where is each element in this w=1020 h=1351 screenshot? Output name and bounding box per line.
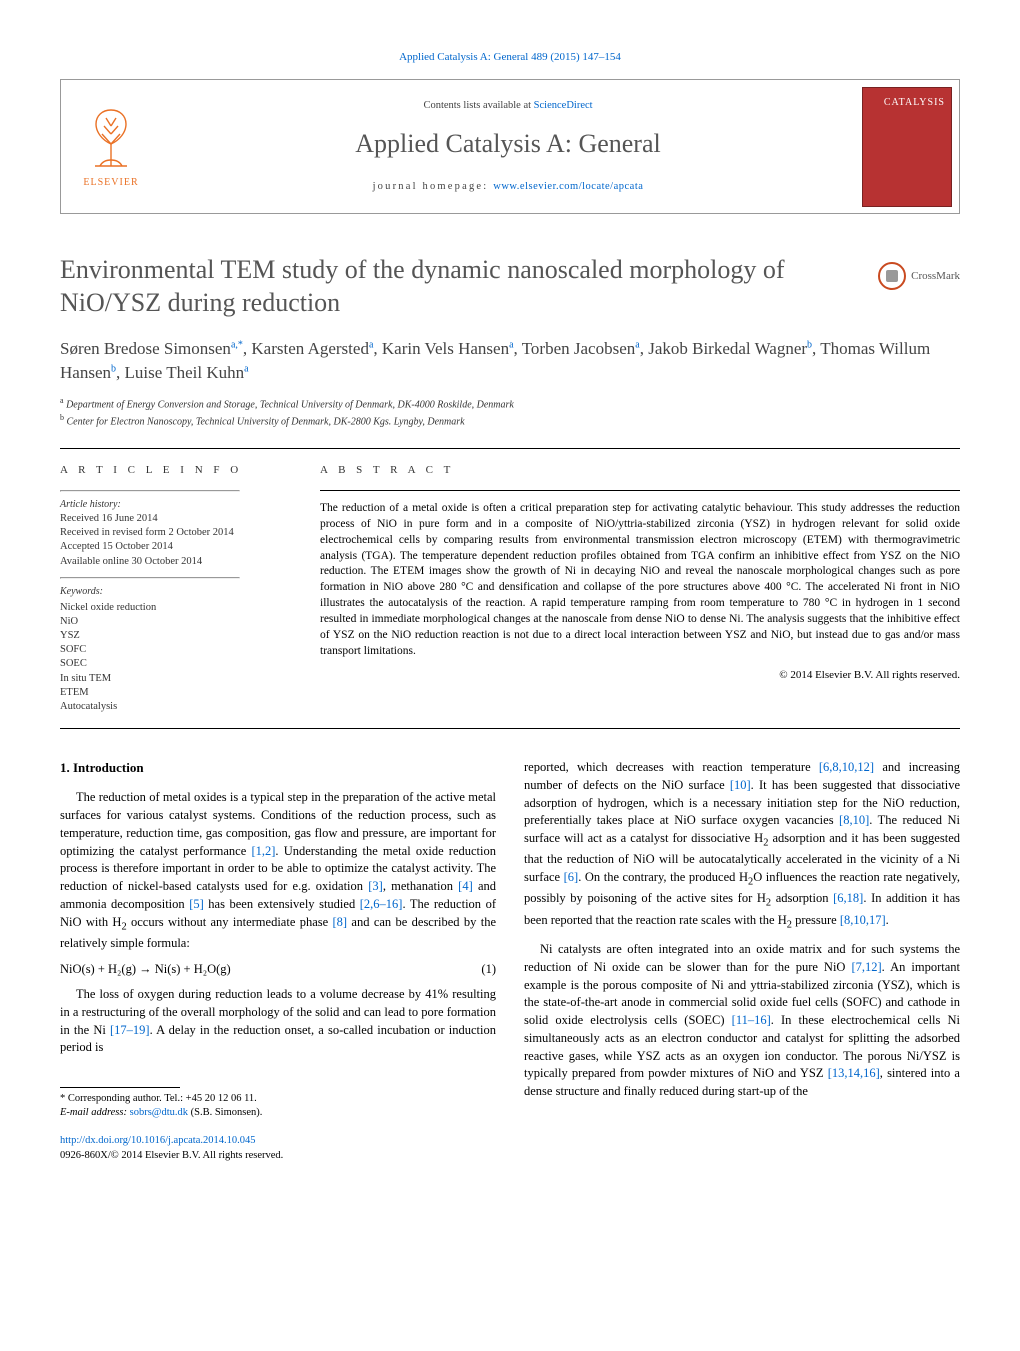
abstract-heading: A B S T R A C T — [320, 463, 960, 478]
equation-1: NiO(s) + H₂(g) → Ni(s) + H₂O(g) (1) — [60, 961, 496, 979]
abstract-text: The reduction of a metal oxide is often … — [320, 501, 960, 660]
equation-1-number: (1) — [481, 961, 496, 979]
journal-cover-thumbnail: CATALYSIS — [862, 87, 952, 207]
article-info-heading: A R T I C L E I N F O — [60, 463, 295, 478]
homepage-prefix: journal homepage: — [373, 181, 494, 192]
article-title: Environmental TEM study of the dynamic n… — [60, 254, 863, 319]
abstract-copyright: © 2014 Elsevier B.V. All rights reserved… — [320, 668, 960, 683]
rule-top — [60, 448, 960, 449]
crossmark-label: CrossMark — [911, 269, 960, 284]
elsevier-logo: ELSEVIER — [61, 82, 161, 212]
keyword-3: SOFC — [60, 643, 295, 657]
affiliations: a Department of Energy Conversion and St… — [60, 395, 960, 430]
intro-p3: reported, which decreases with reaction … — [524, 759, 960, 933]
ai-divider-1 — [60, 490, 240, 492]
affiliation-a: a Department of Energy Conversion and St… — [60, 395, 960, 412]
doi-block: http://dx.doi.org/10.1016/j.apcata.2014.… — [60, 1134, 496, 1162]
keyword-1: NiO — [60, 615, 295, 629]
crossmark-icon — [878, 262, 906, 290]
homepage-link[interactable]: www.elsevier.com/locate/apcata — [493, 181, 643, 192]
intro-p2: The loss of oxygen during reduction lead… — [60, 986, 496, 1057]
equation-1-formula: NiO(s) + H₂(g) → Ni(s) + H₂O(g) — [60, 961, 231, 979]
abstract: A B S T R A C T The reduction of a metal… — [320, 463, 960, 714]
body-col-right: reported, which decreases with reaction … — [524, 759, 960, 1163]
journal-cover-text: CATALYSIS — [884, 96, 945, 110]
article-info: A R T I C L E I N F O Article history: R… — [60, 463, 320, 714]
elsevier-tree-icon — [82, 104, 140, 172]
journal-name: Applied Catalysis A: General — [166, 126, 850, 162]
keyword-7: Autocatalysis — [60, 700, 295, 714]
affiliation-b: b Center for Electron Nanoscopy, Technic… — [60, 412, 960, 429]
authors-list: Søren Bredose Simonsena,*, Karsten Agers… — [60, 337, 960, 385]
corr-tel: * Corresponding author. Tel.: +45 20 12 … — [60, 1092, 496, 1106]
journal-homepage: journal homepage: www.elsevier.com/locat… — [166, 180, 850, 195]
masthead: ELSEVIER Contents lists available at Sci… — [60, 79, 960, 214]
history-label: Article history: — [60, 498, 295, 512]
history-3: Available online 30 October 2014 — [60, 555, 295, 569]
corr-email-link[interactable]: sobrs@dtu.dk — [130, 1107, 188, 1118]
abstract-rule — [320, 490, 960, 491]
masthead-center: Contents lists available at ScienceDirec… — [161, 91, 855, 203]
crossmark-badge[interactable]: CrossMark — [878, 262, 960, 290]
intro-p4: Ni catalysts are often integrated into a… — [524, 941, 960, 1101]
elsevier-name: ELSEVIER — [83, 176, 138, 190]
history-1: Received in revised form 2 October 2014 — [60, 526, 295, 540]
keyword-5: In situ TEM — [60, 672, 295, 686]
intro-p1: The reduction of metal oxides is a typic… — [60, 789, 496, 952]
rule-bottom — [60, 728, 960, 729]
body-col-left: 1. Introduction The reduction of metal o… — [60, 759, 496, 1163]
issn-copyright: 0926-860X/© 2014 Elsevier B.V. All right… — [60, 1149, 496, 1163]
ai-divider-2 — [60, 577, 240, 579]
keyword-2: YSZ — [60, 629, 295, 643]
section-1-heading: 1. Introduction — [60, 759, 496, 777]
keyword-0: Nickel oxide reduction — [60, 601, 295, 615]
keywords-label: Keywords: — [60, 585, 295, 599]
contents-available: Contents lists available at ScienceDirec… — [166, 99, 850, 114]
contents-prefix: Contents lists available at — [423, 100, 533, 111]
footnote-rule — [60, 1087, 180, 1088]
keyword-4: SOEC — [60, 657, 295, 671]
corresponding-author: * Corresponding author. Tel.: +45 20 12 … — [60, 1092, 496, 1120]
sciencedirect-link[interactable]: ScienceDirect — [534, 100, 593, 111]
header-citation: Applied Catalysis A: General 489 (2015) … — [60, 50, 960, 65]
doi-link[interactable]: http://dx.doi.org/10.1016/j.apcata.2014.… — [60, 1135, 256, 1146]
corr-email-line: E-mail address: sobrs@dtu.dk (S.B. Simon… — [60, 1106, 496, 1120]
keyword-6: ETEM — [60, 686, 295, 700]
history-2: Accepted 15 October 2014 — [60, 540, 295, 554]
history-0: Received 16 June 2014 — [60, 512, 295, 526]
